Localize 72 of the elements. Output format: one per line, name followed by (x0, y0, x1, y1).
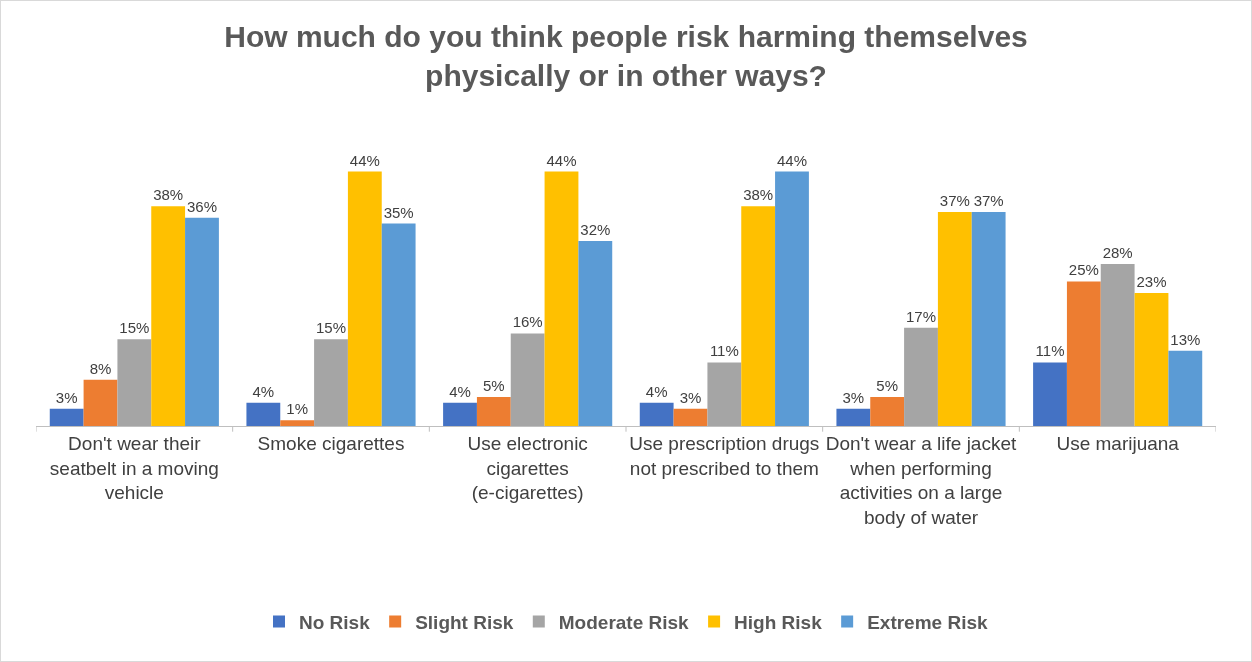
bar (707, 362, 742, 426)
data-label: 13% (1170, 330, 1201, 348)
data-label: 37% (939, 192, 970, 210)
bar (1168, 350, 1203, 426)
bar (1066, 281, 1101, 426)
bar (510, 333, 545, 426)
bar (49, 408, 84, 426)
bar (544, 171, 579, 426)
bar (1100, 264, 1135, 426)
data-label: 44% (776, 151, 807, 169)
x-tick-label: Use marijuana (1056, 432, 1180, 454)
bar (185, 217, 219, 426)
data-label: 23% (1136, 272, 1167, 290)
data-label: 38% (153, 186, 184, 204)
data-label: 38% (743, 186, 774, 204)
bar (314, 339, 348, 426)
data-label: 15% (119, 319, 150, 337)
data-label: 5% (483, 377, 505, 395)
data-label: 11% (1035, 342, 1065, 360)
data-label: 8% (89, 359, 112, 377)
legend-label: Slight Risk (415, 611, 514, 633)
data-label: 44% (546, 151, 577, 169)
bar (83, 379, 118, 426)
data-label: 44% (349, 151, 380, 169)
data-label: 37% (973, 192, 1004, 210)
bar (347, 171, 382, 426)
data-label: 15% (315, 319, 347, 337)
legend-label: No Risk (299, 611, 371, 633)
legend-label: High Risk (734, 611, 823, 633)
bar (381, 223, 416, 426)
legend-label: Moderate Risk (558, 611, 690, 633)
bar (673, 408, 708, 426)
data-label: 4% (252, 382, 275, 400)
bar (578, 240, 613, 426)
bar (639, 402, 674, 426)
x-tick-label: Smoke cigarettes (257, 432, 405, 454)
x-tick-label: Don't wear a life jacket when performing activities on a large body of water (825, 432, 1017, 528)
bar (741, 206, 776, 426)
data-label: 25% (1068, 261, 1099, 279)
data-label: 16% (512, 313, 543, 331)
bar (775, 171, 809, 426)
data-label: 36% (186, 197, 217, 215)
data-label: 4% (645, 382, 668, 400)
x-tick-label: Use prescription drugs not prescribed to them (629, 432, 820, 479)
bar (971, 212, 1006, 426)
bar (280, 420, 315, 426)
data-label: 3% (842, 388, 865, 406)
bar (937, 212, 972, 426)
data-label: 32% (580, 220, 611, 238)
data-label: 35% (383, 203, 414, 221)
bar (836, 408, 871, 426)
chart-title: How much do you think people risk harming themselves physically or in other ways? (224, 20, 1028, 93)
x-tick-label: Don't wear their seatbelt in a moving vehicle (49, 432, 219, 504)
x-tick-label: Use electronic cigarettes (e-cigarettes) (467, 432, 588, 504)
bar (870, 397, 905, 426)
bar (904, 327, 938, 426)
bar (1134, 292, 1169, 426)
bar (476, 397, 511, 426)
bar (443, 402, 477, 426)
data-label: 5% (876, 377, 899, 395)
data-label: 17% (905, 307, 937, 325)
data-label: 3% (679, 388, 702, 406)
data-label: 3% (55, 388, 78, 406)
legend-label: Extreme Risk (867, 611, 988, 633)
data-label: 11% (709, 342, 739, 360)
data-label: 1% (286, 400, 309, 418)
data-label: 28% (1102, 244, 1133, 262)
bar (151, 206, 186, 426)
bar (246, 402, 281, 426)
data-label: 4% (449, 382, 471, 400)
bar (117, 339, 152, 426)
bar (1033, 362, 1067, 426)
